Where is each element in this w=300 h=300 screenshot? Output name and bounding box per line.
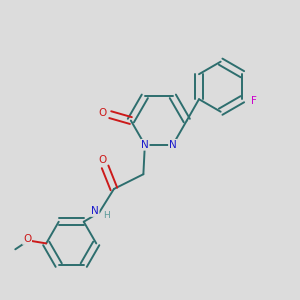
Text: F: F [251, 96, 257, 106]
Text: O: O [99, 108, 107, 118]
Text: N: N [169, 140, 177, 150]
Text: N: N [91, 206, 99, 216]
Text: O: O [23, 234, 31, 244]
Text: H: H [103, 211, 110, 220]
Text: O: O [98, 154, 106, 164]
Text: N: N [141, 140, 149, 150]
